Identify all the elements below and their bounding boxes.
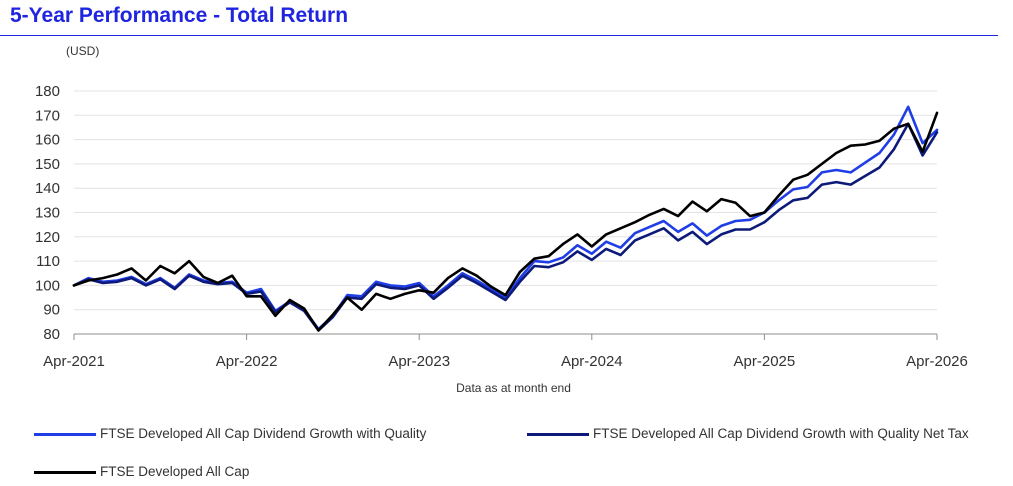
series-line-2 — [72, 111, 939, 332]
legend-item-dgq-net-tax: FTSE Developed All Cap Dividend Growth w… — [527, 426, 969, 441]
x-tick-label: Apr-2023 — [388, 353, 450, 370]
y-tick-label: 130 — [35, 205, 60, 222]
legend-label-dgq-net-tax: FTSE Developed All Cap Dividend Growth w… — [593, 426, 969, 441]
y-tick-label: 100 — [35, 277, 60, 294]
y-tick-label: 170 — [35, 107, 60, 124]
y-tick-label: 150 — [35, 156, 60, 173]
legend-item-all-cap: FTSE Developed All Cap — [34, 464, 249, 479]
title-divider — [0, 35, 998, 36]
chart-title: 5-Year Performance - Total Return — [10, 4, 349, 27]
series-line-1 — [72, 122, 939, 332]
legend-swatch-all-cap — [34, 470, 96, 474]
y-tick-label: 120 — [35, 229, 60, 246]
y-tick-label: 180 — [35, 83, 60, 100]
legend-swatch-dgq-net-tax — [527, 432, 589, 436]
y-tick-label: 90 — [43, 302, 60, 319]
x-tick-label: Apr-2022 — [216, 353, 278, 370]
y-tick-label: 160 — [35, 132, 60, 149]
x-tick-label: Apr-2026 — [906, 353, 968, 370]
x-tick-label: Apr-2024 — [561, 353, 623, 370]
y-tick-label: 140 — [35, 180, 60, 197]
x-axis-caption: Data as at month end — [456, 381, 571, 395]
legend-item-dgq: FTSE Developed All Cap Dividend Growth w… — [34, 426, 426, 441]
y-tick-label: 80 — [43, 326, 60, 343]
y-tick-label: 110 — [36, 253, 60, 270]
unit-label: (USD) — [66, 44, 100, 58]
x-tick-label: Apr-2021 — [43, 353, 105, 370]
legend-label-all-cap: FTSE Developed All Cap — [100, 464, 250, 479]
legend-swatch-dgq — [34, 432, 96, 436]
x-tick-label: Apr-2025 — [734, 353, 796, 370]
legend-label-dgq: FTSE Developed All Cap Dividend Growth w… — [100, 426, 427, 441]
